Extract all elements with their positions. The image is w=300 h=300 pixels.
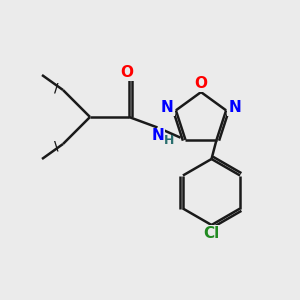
Text: N: N xyxy=(228,100,241,115)
Text: Cl: Cl xyxy=(203,226,220,241)
Text: N: N xyxy=(152,128,164,143)
Text: O: O xyxy=(120,65,133,80)
Text: O: O xyxy=(194,76,208,91)
Text: \: \ xyxy=(54,140,59,153)
Text: N: N xyxy=(161,100,174,115)
Text: /: / xyxy=(54,81,59,94)
Text: H: H xyxy=(164,134,174,148)
